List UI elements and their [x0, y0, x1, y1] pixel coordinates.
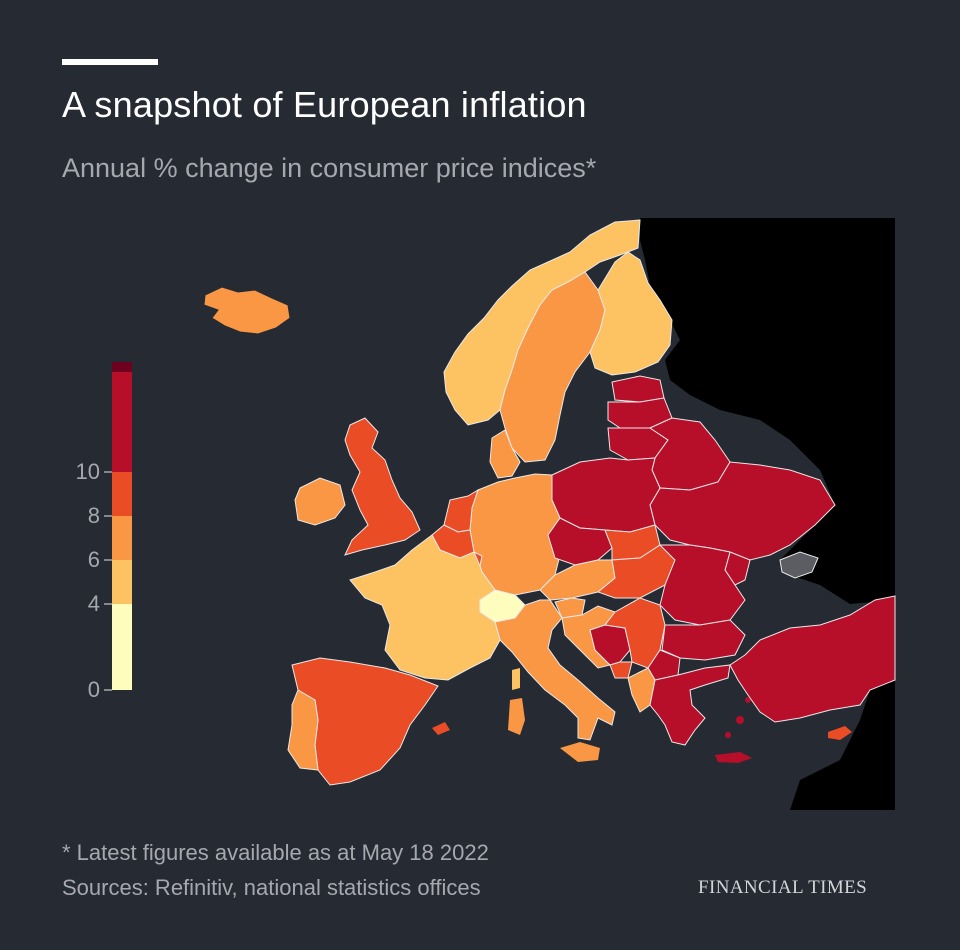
legend-tick-label: 0	[87, 677, 100, 702]
greek-island	[725, 732, 731, 738]
footnote: * Latest figures available as at May 18 …	[62, 840, 489, 865]
country-portugal	[287, 689, 319, 771]
sources-note: Sources: Refinitiv, national statistics …	[62, 875, 481, 900]
region-black-sea-east	[790, 680, 895, 810]
legend-band-0-4	[112, 604, 132, 690]
country-hungary	[596, 544, 676, 599]
country-italy	[494, 599, 616, 741]
region-crimea	[779, 551, 819, 579]
country-cyprus	[828, 726, 852, 740]
country-slovenia	[554, 597, 586, 619]
greek-island	[736, 716, 744, 724]
legend-band-6-8	[112, 516, 132, 560]
country-greece-crete	[715, 752, 752, 763]
country-spain-balearic	[432, 722, 450, 735]
greek-island	[745, 697, 751, 703]
legend-tick-label: 10	[75, 459, 100, 484]
chart-subtitle: Annual % change in consumer price indice…	[62, 153, 597, 183]
country-greece	[649, 664, 731, 746]
legend-band-4-6	[112, 560, 132, 604]
country-uk	[344, 417, 421, 556]
legend-tick-label: 4	[87, 591, 100, 616]
country-france	[349, 534, 501, 681]
country-montenegro	[609, 661, 633, 679]
legend-band-8-10	[112, 472, 132, 516]
country-turkey	[729, 595, 896, 723]
country-france-corsica	[512, 668, 520, 690]
legend-tick-label: 8	[87, 503, 100, 528]
legend-tick-label: 6	[87, 547, 100, 572]
country-italy-sicily	[560, 742, 600, 762]
country-ireland	[294, 477, 346, 526]
title-rule	[62, 59, 158, 65]
country-finland	[589, 251, 673, 376]
country-denmark	[489, 429, 521, 479]
country-romania	[658, 544, 746, 626]
ft-logo: FINANCIAL TIMES	[698, 877, 868, 898]
legend-band-top	[112, 362, 132, 372]
country-iceland	[203, 286, 291, 335]
chart-title: A snapshot of European inflation	[62, 84, 587, 125]
country-italy-sardinia	[508, 698, 525, 735]
country-ukraine	[649, 461, 836, 561]
legend-band-10-plus	[112, 372, 132, 472]
region-russia-outside	[640, 218, 895, 604]
